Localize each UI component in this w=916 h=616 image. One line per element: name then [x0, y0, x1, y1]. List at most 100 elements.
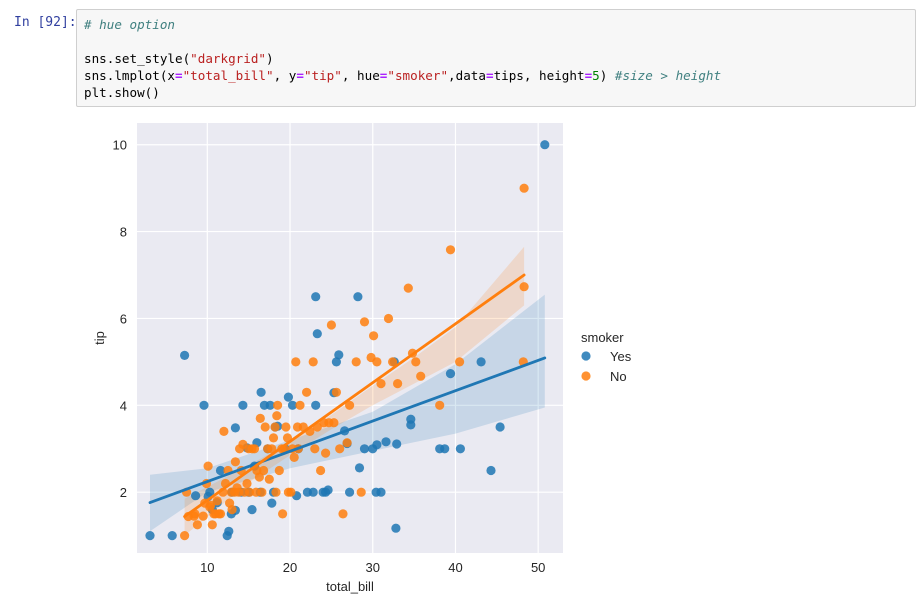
code-token: 5: [592, 68, 600, 83]
code-token: =: [296, 68, 304, 83]
data-point: [359, 317, 370, 327]
code-token: =: [584, 68, 593, 83]
data-point: [372, 357, 382, 367]
x-tick-label: 10: [200, 560, 214, 575]
x-tick-label: 50: [531, 560, 545, 575]
data-point: [353, 292, 363, 302]
code-token: =: [485, 68, 494, 83]
data-point: [351, 357, 361, 367]
code-token: sns.set_style(: [84, 51, 191, 66]
data-point: [273, 400, 283, 410]
data-point: [238, 400, 248, 410]
data-point: [191, 491, 201, 501]
data-point: [308, 357, 318, 367]
data-point: [331, 387, 341, 397]
code-token: , y: [273, 68, 297, 83]
code-token: ,data: [448, 68, 486, 83]
data-point: [180, 531, 190, 541]
data-point: [230, 457, 240, 467]
code-token: "tip": [303, 68, 342, 83]
data-point: [403, 283, 413, 293]
data-point: [486, 465, 496, 476]
x-tick-label: 30: [366, 560, 380, 575]
data-point: [256, 387, 266, 397]
data-point: [271, 487, 281, 497]
data-point: [167, 531, 177, 541]
data-point: [215, 465, 226, 476]
data-point: [354, 463, 365, 473]
code-token: ): [599, 68, 615, 83]
confidence-band-no: [184, 246, 525, 536]
data-point: [388, 357, 398, 367]
data-point: [224, 526, 234, 536]
code-line: # hue option: [84, 16, 909, 33]
data-point: [268, 433, 279, 443]
data-point: [203, 461, 213, 471]
code-line: plt.show(): [84, 84, 909, 101]
data-point: [519, 282, 529, 292]
x-tick-label: 20: [283, 560, 297, 575]
data-point: [338, 509, 348, 519]
code-token: ): [265, 51, 274, 66]
data-point: [376, 379, 386, 389]
data-point: [295, 400, 305, 410]
data-point: [331, 357, 341, 367]
data-point: [281, 422, 291, 432]
data-point: [416, 371, 426, 381]
y-tick-label: 2: [120, 485, 127, 500]
data-point: [391, 523, 401, 533]
code-editor[interactable]: # hue option sns.set_style("darkgrid") sns…: [84, 16, 909, 101]
data-point: [342, 438, 352, 448]
y-tick-label: 6: [120, 311, 127, 326]
data-point: [244, 487, 255, 497]
data-point: [393, 379, 403, 389]
data-point: [264, 474, 274, 484]
code-token: , hue: [341, 68, 380, 83]
code-token: "darkgrid": [190, 51, 266, 66]
data-point: [207, 520, 217, 530]
data-point: [392, 439, 402, 449]
data-point: [476, 357, 486, 367]
data-point: [206, 500, 216, 510]
data-point: [278, 509, 288, 519]
y-tick-label: 10: [113, 138, 127, 153]
legend-marker-no: [581, 371, 591, 381]
data-point: [345, 400, 355, 410]
code-line: sns.lmplot(x="total_bill", y="tip", hue=…: [84, 67, 909, 84]
data-point: [495, 422, 505, 432]
data-point: [274, 465, 284, 476]
data-point: [267, 444, 277, 454]
data-point: [359, 444, 370, 454]
data-point: [180, 350, 190, 360]
y-axis-label: tip: [92, 331, 107, 345]
regression-line-yes: [148, 356, 547, 505]
data-point: [345, 487, 355, 497]
cell-prompt: In [92]:: [14, 15, 77, 30]
code-token: =: [379, 68, 388, 83]
legend-title: smoker: [581, 330, 624, 345]
code-token: # hue option: [84, 17, 175, 32]
data-point: [445, 245, 456, 255]
code-line: [84, 33, 909, 50]
data-point: [205, 487, 215, 497]
code-line: sns.set_style("darkgrid"): [84, 50, 909, 67]
code-token: =: [175, 68, 183, 83]
data-point: [198, 511, 208, 521]
data-point: [329, 418, 339, 428]
data-point: [192, 520, 202, 530]
cell-output: 10 20 30 40 50 2 4 6 8 10 total_bill tip smoker Yes No: [76, 112, 696, 612]
data-point: [259, 465, 269, 476]
legend-marker-yes: [581, 351, 591, 361]
x-tick-label: 40: [448, 560, 462, 575]
code-cell-input[interactable]: # hue option sns.set_style("darkgrid") sns…: [76, 9, 916, 107]
code-token: "smoker": [387, 68, 449, 83]
data-point: [435, 400, 445, 410]
data-point: [230, 423, 240, 433]
data-point: [455, 357, 465, 367]
x-axis-label: total_bill: [326, 579, 374, 594]
data-point: [334, 350, 344, 360]
lmplot-figure: 10 20 30 40 50 2 4 6 8 10 total_bill tip smoker Yes No: [92, 123, 632, 594]
data-point: [540, 140, 550, 150]
data-point: [283, 392, 293, 402]
data-point: [356, 487, 366, 497]
